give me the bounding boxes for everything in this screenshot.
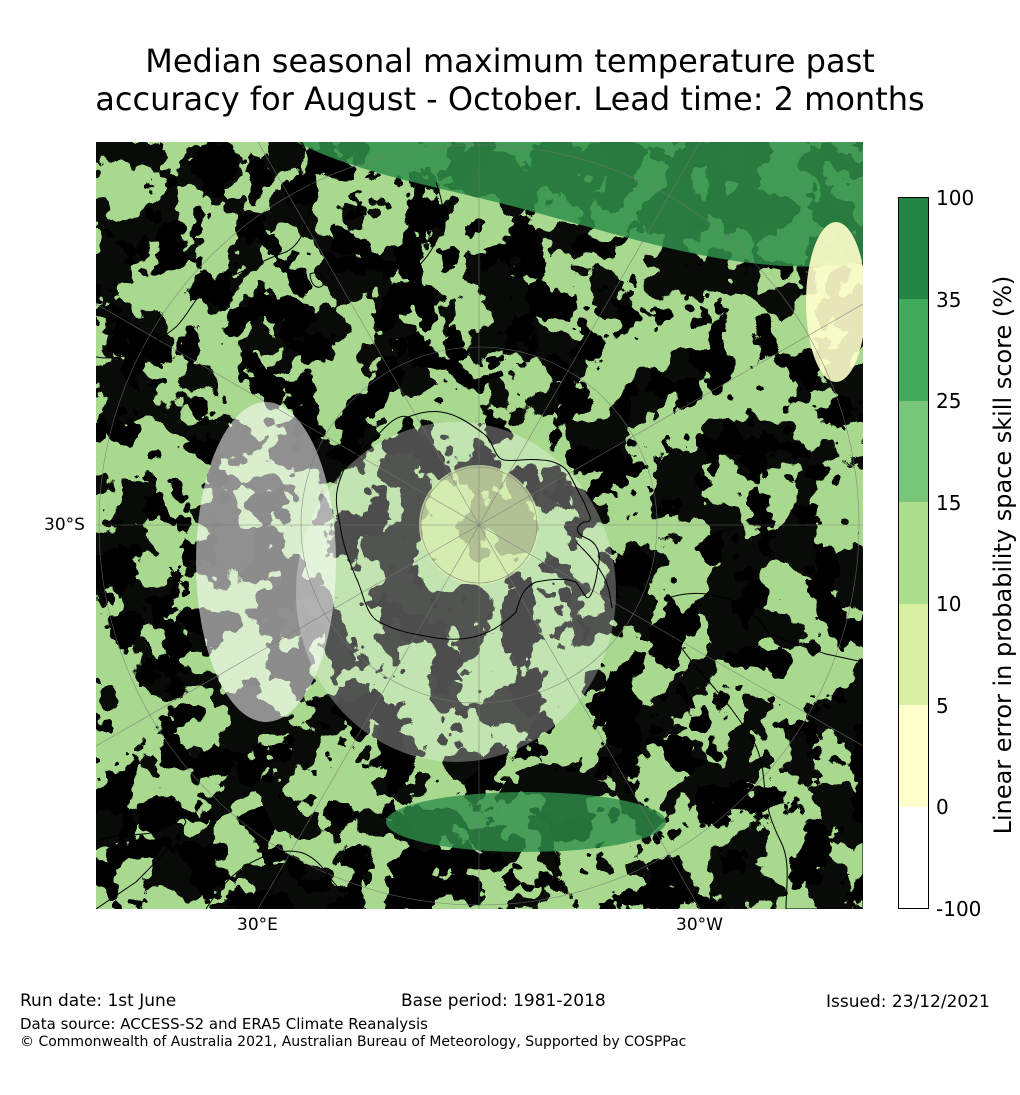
- colorbar: [898, 197, 929, 909]
- colorbar-tick: 100: [936, 186, 975, 210]
- chart-title-line-1: Median seasonal maximum temperature past: [145, 42, 875, 80]
- colorbar-segment: [899, 299, 928, 401]
- polar-map: [96, 142, 863, 909]
- colorbar-tick: 25: [936, 389, 962, 413]
- lon-label-30e: 30°E: [237, 915, 278, 935]
- lon-label-30w: 30°W: [676, 915, 723, 935]
- issued-date: Issued: 23/12/2021: [826, 992, 990, 1012]
- colorbar-tick: 15: [936, 491, 962, 515]
- colorbar-label: Linear error in probability space skill …: [989, 275, 1017, 835]
- colorbar-segment: [899, 401, 928, 502]
- colorbar-segment: [899, 198, 928, 299]
- colorbar-segment: [899, 502, 928, 604]
- data-source: Data source: ACCESS-S2 and ERA5 Climate …: [20, 1015, 428, 1033]
- chart-title-line-2: accuracy for August - October. Lead time…: [95, 80, 925, 118]
- base-period: Base period: 1981-2018: [401, 991, 606, 1011]
- colorbar-tick: 35: [936, 288, 962, 312]
- colorbar-tick: 5: [936, 694, 949, 718]
- colorbar-segment: [899, 705, 928, 807]
- colorbar-tick: 0: [936, 795, 949, 819]
- lat-label-30s: 30°S: [44, 515, 85, 535]
- colorbar-segment: [899, 604, 928, 705]
- colorbar-tick: 10: [936, 592, 962, 616]
- colorbar-segment: [899, 807, 928, 908]
- colorbar-tick: -100: [936, 897, 982, 921]
- run-date: Run date: 1st June: [20, 991, 177, 1011]
- copyright: © Commonwealth of Australia 2021, Austra…: [20, 1034, 687, 1050]
